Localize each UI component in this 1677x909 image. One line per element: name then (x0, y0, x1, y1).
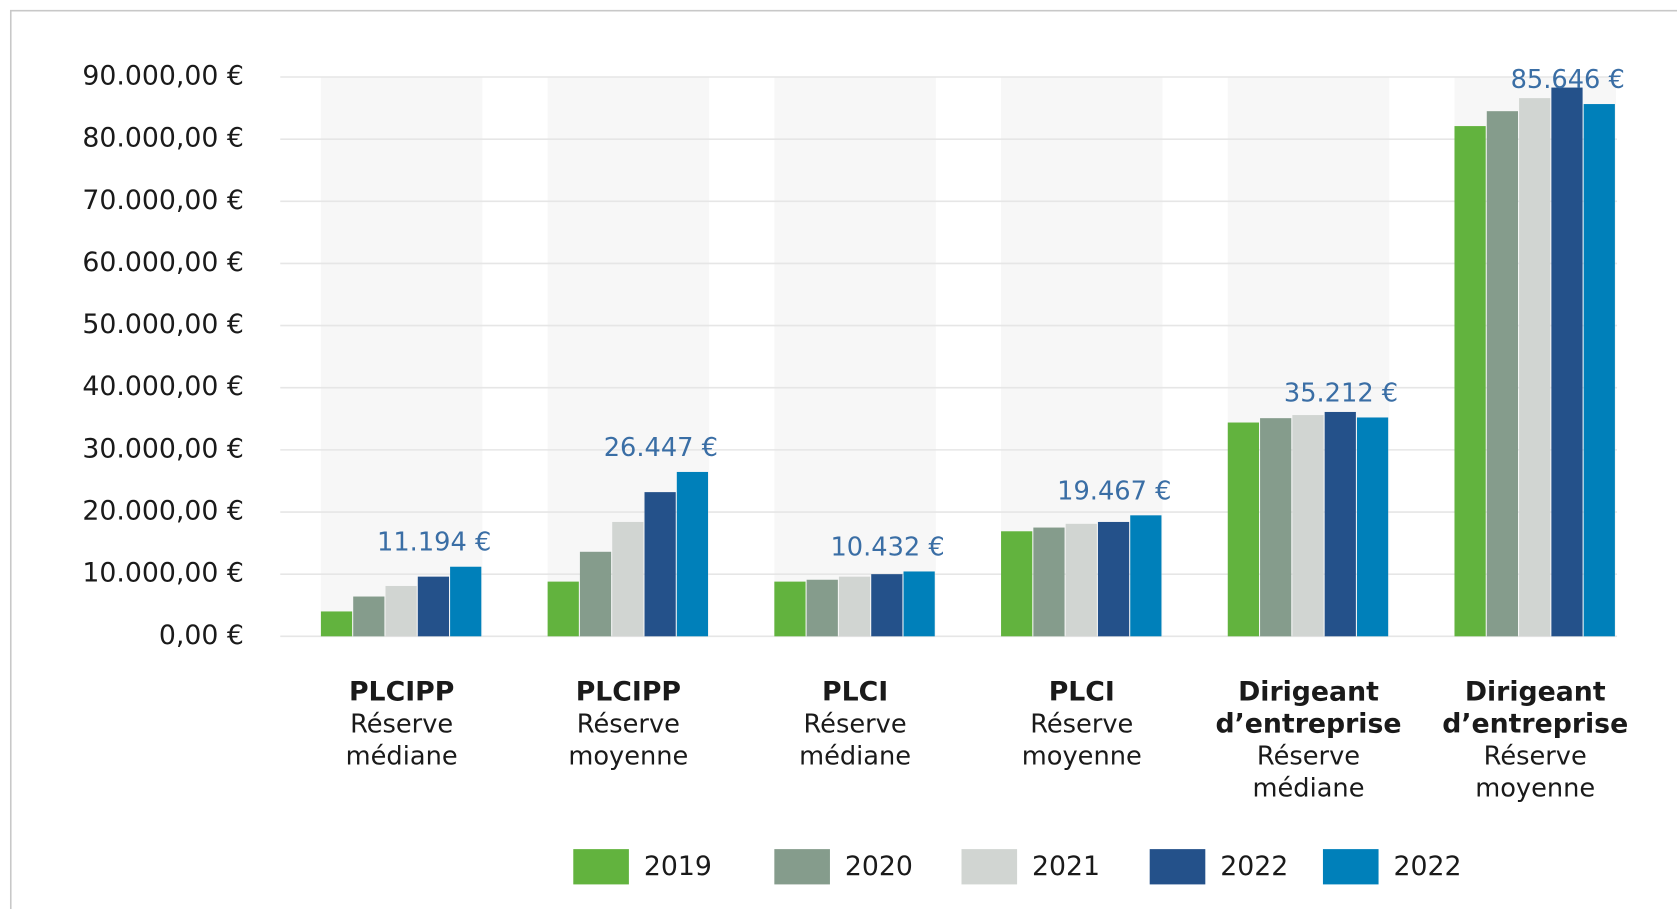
y-tick-label: 10.000,00 € (82, 558, 243, 589)
bar (612, 521, 644, 637)
y-tick-label: 70.000,00 € (82, 185, 243, 216)
bar (417, 576, 450, 637)
legend-swatch (573, 849, 629, 885)
category-name: PLCIPP (576, 676, 681, 707)
bar (1065, 523, 1097, 637)
category-detail: médiane (1253, 774, 1365, 804)
category-name: Dirigeant (1238, 676, 1379, 707)
legend-label: 2022 (1394, 851, 1462, 882)
value-label: 10.432 € (830, 532, 944, 562)
bar (1486, 111, 1519, 637)
bar (1551, 87, 1583, 637)
legend-label: 2019 (644, 851, 712, 882)
legend-label: 2021 (1032, 851, 1100, 882)
category-detail: Réserve (1257, 742, 1360, 772)
bar (1001, 531, 1033, 637)
value-label: 19.467 € (1057, 476, 1171, 506)
value-label: 35.212 € (1284, 378, 1398, 408)
y-tick-label: 60.000,00 € (82, 247, 243, 278)
category-name: PLCI (1049, 676, 1115, 707)
y-tick-label: 30.000,00 € (82, 433, 243, 464)
bar (1260, 418, 1292, 637)
y-tick-label: 0,00 € (159, 620, 244, 651)
category-detail: Réserve (804, 710, 907, 740)
bar (353, 596, 385, 637)
bar (385, 585, 417, 637)
y-tick-label: 20.000,00 € (82, 496, 243, 527)
bar (1324, 411, 1356, 637)
category-detail: médiane (799, 742, 911, 772)
category-name: d’entreprise (1442, 709, 1628, 740)
bar (903, 571, 935, 637)
category-detail: moyenne (1475, 774, 1595, 804)
bar (1227, 422, 1259, 637)
category-name: d’entreprise (1216, 709, 1402, 740)
bar (450, 566, 482, 637)
y-tick-label: 50.000,00 € (82, 309, 243, 340)
bar (838, 576, 871, 637)
bar (644, 492, 676, 637)
legend-label: 2022 (1220, 851, 1288, 882)
bar (871, 574, 903, 637)
frame (9, 9, 1677, 909)
bar (1097, 521, 1130, 637)
legend-swatch (1322, 849, 1379, 885)
y-tick-label: 80.000,00 € (82, 123, 243, 154)
category-detail: Réserve (577, 710, 680, 740)
group-panel (320, 76, 483, 637)
legend-swatch (961, 849, 1018, 885)
bar (1292, 415, 1324, 637)
bar (1130, 515, 1162, 637)
category-name: Dirigeant (1465, 676, 1606, 707)
value-label: 11.194 € (377, 528, 491, 558)
bar (579, 551, 612, 637)
bar (547, 581, 579, 637)
category-detail: moyenne (1022, 742, 1142, 772)
bar (1033, 527, 1065, 637)
category-detail: Réserve (350, 710, 453, 740)
category-name: PLCIPP (349, 676, 454, 707)
category-detail: moyenne (568, 742, 688, 772)
bar (1519, 98, 1551, 637)
bar (806, 579, 838, 637)
y-tick-label: 90.000,00 € (82, 60, 243, 91)
y-tick-label: 40.000,00 € (82, 371, 243, 402)
group-panel (774, 76, 936, 637)
category-detail: médiane (346, 742, 458, 772)
bar (1356, 417, 1389, 637)
bar (320, 611, 353, 637)
bar (1454, 126, 1486, 637)
bar (676, 471, 709, 637)
category-detail: Réserve (1030, 710, 1133, 740)
value-label: 85.646 € (1511, 65, 1625, 95)
category-name: PLCI (822, 676, 888, 707)
legend-swatch (774, 849, 830, 885)
value-label: 26.447 € (604, 433, 718, 463)
category-detail: Réserve (1484, 742, 1587, 772)
legend-label: 2020 (845, 851, 913, 882)
bar (1583, 104, 1615, 637)
bar (774, 581, 806, 637)
legend-swatch (1149, 849, 1206, 885)
